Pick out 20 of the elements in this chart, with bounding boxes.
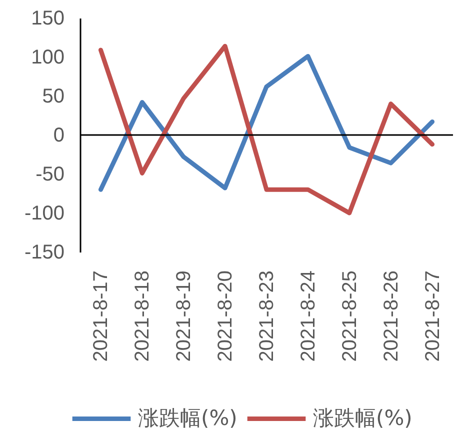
y-tick-label: -100 <box>24 202 64 224</box>
y-tick-label: 0 <box>53 124 64 146</box>
x-tick-label: 2021-8-27 <box>422 270 444 362</box>
y-tick-label: 150 <box>31 8 64 30</box>
x-tick-label: 2021-8-23 <box>256 270 278 362</box>
x-tick-label: 2021-8-18 <box>132 270 154 362</box>
x-tick-label: 2021-8-17 <box>90 270 112 362</box>
x-tick-label: 2021-8-19 <box>173 270 196 362</box>
legend-label: 涨跌幅(%) <box>313 406 412 428</box>
x-tick-label: 2021-8-25 <box>338 270 361 362</box>
y-tick-label: -50 <box>36 164 64 186</box>
x-tick-label: 2021-8-26 <box>380 270 402 362</box>
line-series <box>98 44 435 216</box>
line-series <box>98 54 435 192</box>
y-tick-label: -150 <box>24 242 64 264</box>
x-tick-label: 2021-8-20 <box>214 270 237 362</box>
legend-label: 涨跌幅(%) <box>138 406 238 428</box>
y-tick-label: 50 <box>42 86 64 108</box>
x-tick-label: 2021-8-24 <box>297 270 320 362</box>
y-tick-label: 100 <box>31 46 64 68</box>
